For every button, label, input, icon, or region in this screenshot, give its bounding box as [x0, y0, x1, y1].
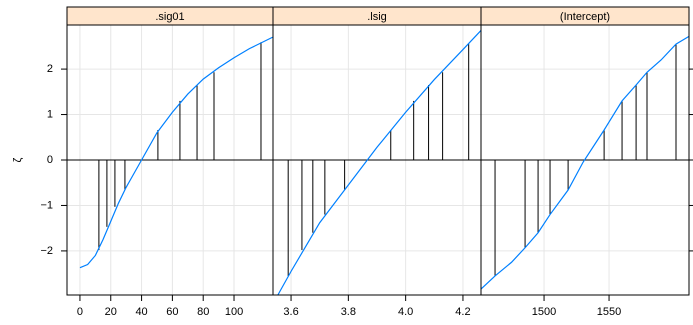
y-tick-label: 0 — [47, 154, 53, 166]
y-tick-label: 1 — [47, 108, 53, 120]
profile-curve — [79, 36, 273, 269]
strip-title: .lsig — [367, 11, 387, 23]
y-tick-label: −1 — [40, 199, 53, 211]
x-tick-label: 4.0 — [398, 306, 413, 318]
y-axis-label: ζ — [12, 157, 24, 162]
x-tick-label: 0 — [77, 306, 83, 318]
y-tick-label: 2 — [47, 63, 53, 75]
x-tick-label: 20 — [105, 306, 117, 318]
x-tick-label: 3.8 — [341, 306, 356, 318]
x-tick-label: 100 — [225, 306, 243, 318]
profile-curve — [480, 35, 690, 290]
x-tick-label: 4.2 — [455, 306, 470, 318]
strip — [480, 6, 690, 26]
profile-curve — [277, 30, 482, 296]
strip-title: .sig01 — [155, 11, 184, 23]
x-tick-label: 60 — [166, 306, 178, 318]
strip-title: (Intercept) — [560, 11, 610, 23]
x-tick-label: 40 — [135, 306, 147, 318]
x-tick-label: 1500 — [532, 306, 556, 318]
x-tick-label: 80 — [197, 306, 209, 318]
x-tick-label: 1550 — [597, 306, 621, 318]
y-tick-label: −2 — [40, 245, 53, 257]
x-tick-label: 3.6 — [283, 306, 298, 318]
